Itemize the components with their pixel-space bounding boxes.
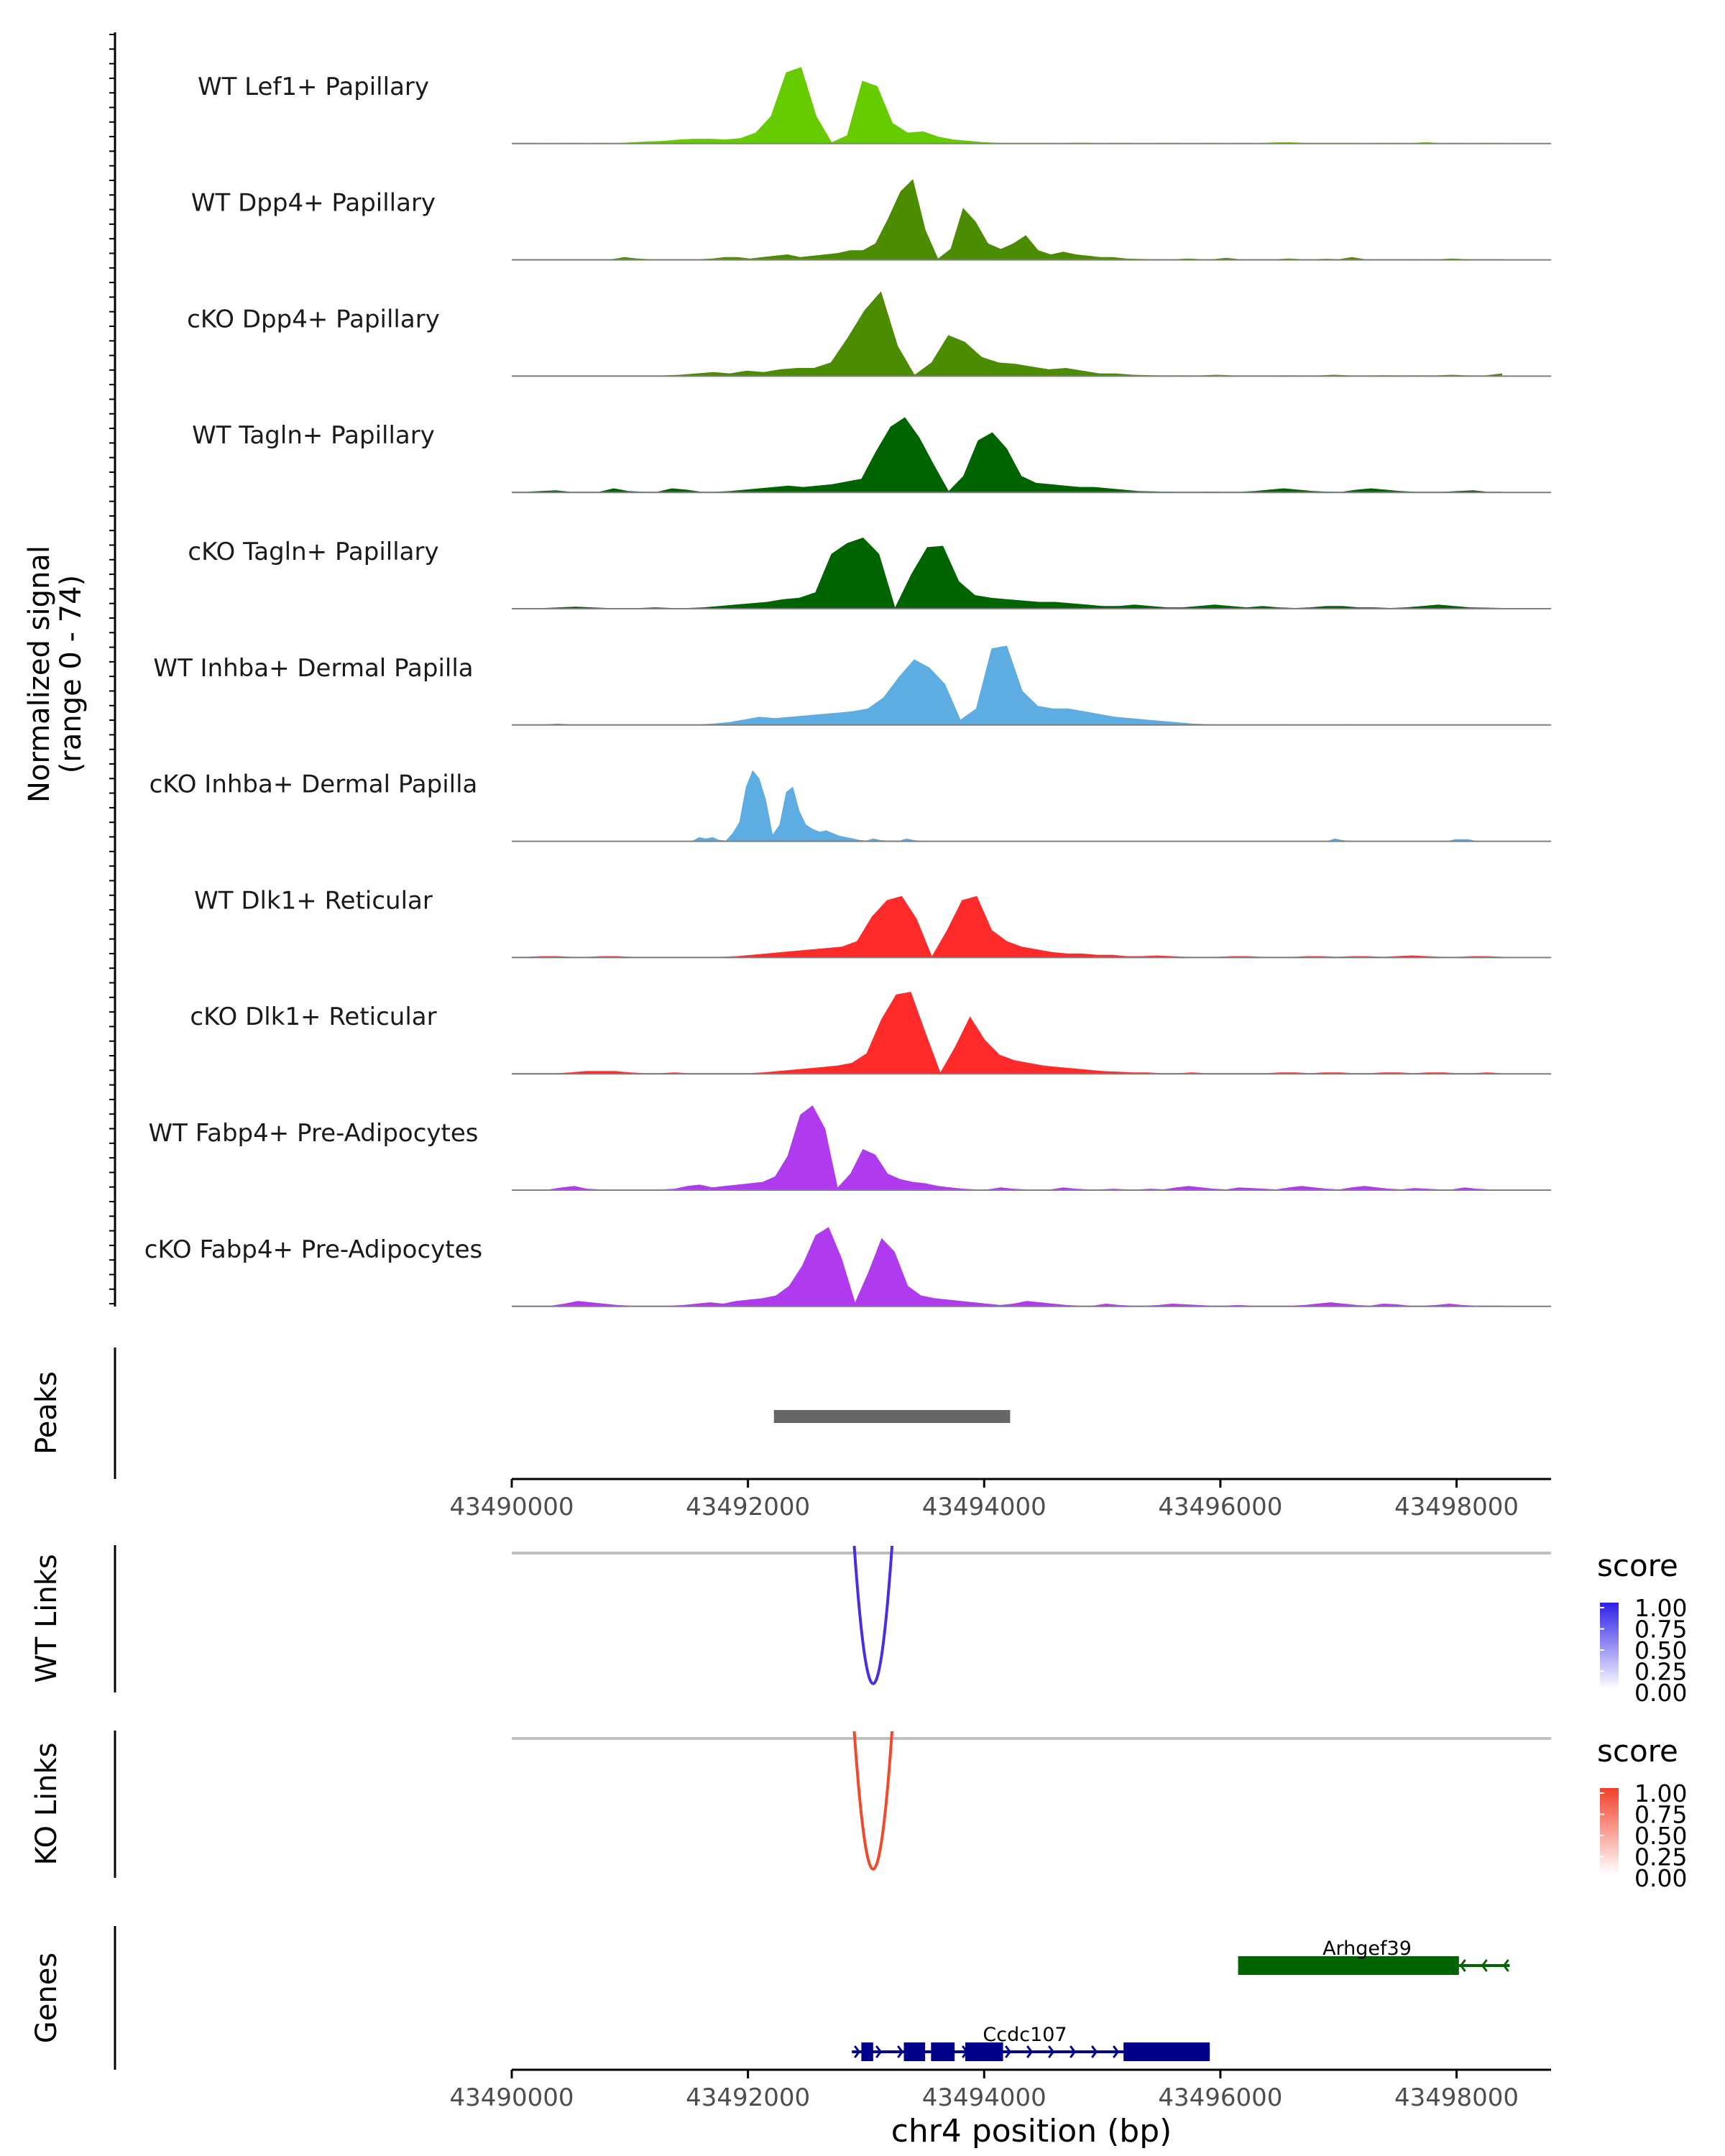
coverage-track: cKO Dpp4+ Papillary: [187, 291, 1551, 377]
strand-arrow: [1091, 2045, 1098, 2058]
gene-exon: [931, 2042, 955, 2061]
coverage-track-label: cKO Tagln+ Papillary: [188, 538, 438, 566]
genes-x-ticks: 43490000 43492000 43494000 43496000 43498000: [449, 2070, 1519, 2112]
coverage-y-label: Normalized signal (range 0 - 74): [23, 545, 88, 803]
coverage-track: WT Dlk1+ Reticular: [194, 886, 1551, 959]
gene-models: Arhgef39 Ccdc107: [852, 1938, 1510, 2061]
x-tick-label: 43494000: [922, 2083, 1046, 2112]
x-tick-label: 43490000: [449, 1493, 574, 1521]
gene-exon: [903, 2042, 926, 2061]
x-tick-label: 43492000: [686, 2083, 810, 2112]
peaks-x-ticks: 43490000 43492000 43494000 43496000 43498000: [449, 1479, 1519, 1521]
link-arc: [852, 1731, 894, 1871]
peaks-panel: Peaks 43490000 43492000 43494000 43496000 43…: [30, 1348, 1551, 1521]
strand-arrow: [1070, 2045, 1077, 2058]
links-panel-label: KO Links: [30, 1743, 63, 1866]
score-legend-tick-label: 0.50: [1634, 1636, 1687, 1664]
x-tick-label: 43498000: [1394, 1493, 1519, 1521]
gene-exon: [1238, 1956, 1459, 1975]
score-legend-tick-label: 0.25: [1634, 1843, 1687, 1871]
coverage-track-label: WT Inhba+ Dermal Papilla: [153, 654, 473, 683]
coverage-track-label: WT Fabp4+ Pre-Adipocytes: [149, 1119, 479, 1148]
x-tick-label: 43494000: [922, 1493, 1046, 1521]
coverage-track: cKO Dlk1+ Reticular: [190, 992, 1551, 1075]
peak-region: [773, 1410, 1011, 1423]
score-legend-colorbar: [1600, 1788, 1619, 1874]
strand-arrow: [1113, 2045, 1120, 2058]
coverage-track: cKO Inhba+ Dermal Papilla: [150, 770, 1551, 842]
coverage-track: WT Inhba+ Dermal Papilla: [153, 645, 1551, 726]
coverage-track-label: cKO Fabp4+ Pre-Adipocytes: [144, 1235, 483, 1264]
coverage-track: WT Lef1+ Papillary: [198, 67, 1551, 144]
x-tick-label: 43498000: [1394, 2083, 1519, 2112]
score-legend-tick-label: 0.25: [1634, 1658, 1687, 1686]
gene-name-label: Ccdc107: [983, 2024, 1067, 2046]
score-legend-tick-label: 0.00: [1634, 1679, 1687, 1707]
peak-regions: [773, 1410, 1011, 1423]
gene-exon: [1123, 2042, 1210, 2061]
coverage-track-label: cKO Dlk1+ Reticular: [190, 1003, 436, 1031]
score-legend-tick-label: 0.00: [1634, 1864, 1687, 1892]
peaks-panel-label: Peaks: [30, 1371, 63, 1455]
coverage-track: WT Tagln+ Papillary: [192, 417, 1551, 494]
coverage-area: [512, 645, 1502, 725]
genes-panel-label: Genes: [30, 1953, 63, 2043]
x-tick-label: 43490000: [449, 2083, 574, 2112]
score-legend-tick-label: 1.00: [1634, 1779, 1687, 1807]
coverage-track-label: cKO Inhba+ Dermal Papilla: [150, 770, 478, 799]
coverage-track-label: WT Dpp4+ Papillary: [191, 189, 436, 218]
gene-exon: [861, 2042, 873, 2061]
coverage-track-label: cKO Dpp4+ Papillary: [187, 305, 440, 333]
coverage-panel: Normalized signal (range 0 - 74) WT Lef1…: [23, 32, 1551, 1307]
strand-arrow: [1481, 1959, 1488, 1972]
score-legend-title: score: [1597, 1548, 1678, 1583]
coverage-area: [512, 895, 1502, 958]
score-legend-colorbar: [1600, 1603, 1619, 1689]
gene-exon: [965, 2042, 1003, 2061]
links-panel-label: WT Links: [30, 1554, 63, 1682]
coverage-y-label-line1: Normalized signal: [23, 545, 56, 803]
links-panel: KO Links score 1.000.750.500.250.00: [30, 1731, 1687, 1892]
coverage-area: [512, 417, 1502, 493]
coverage-area: [512, 770, 1502, 842]
links-panel: WT Links score 1.000.750.500.250.00: [30, 1545, 1687, 1707]
coverage-track: WT Fabp4+ Pre-Adipocytes: [149, 1105, 1551, 1191]
coverage-track-label: WT Lef1+ Papillary: [198, 73, 429, 101]
strand-arrow: [875, 2045, 883, 2058]
score-legend-tick-label: 0.75: [1634, 1801, 1687, 1829]
coverage-y-ticks: [109, 34, 115, 1305]
score-legend: score 1.000.750.500.250.00: [1597, 1548, 1687, 1707]
coverage-track-label: WT Tagln+ Papillary: [192, 421, 435, 450]
gene-model: Arhgef39: [1238, 1938, 1510, 1975]
x-tick-label: 43496000: [1158, 1493, 1282, 1521]
x-tick-label: 43492000: [686, 1493, 810, 1521]
x-axis-title: chr4 position (bp): [891, 2113, 1172, 2150]
strand-arrow: [1048, 2045, 1055, 2058]
gene-model: Ccdc107: [852, 2024, 1210, 2061]
link-arc: [852, 1545, 894, 1685]
strand-arrow: [1459, 1959, 1466, 1972]
coverage-track-label: WT Dlk1+ Reticular: [194, 886, 433, 915]
score-legend: score 1.000.750.500.250.00: [1597, 1733, 1687, 1892]
score-legend-title: score: [1597, 1733, 1678, 1769]
strand-arrow: [1502, 1959, 1509, 1972]
x-tick-label: 43496000: [1158, 2083, 1282, 2112]
coverage-y-label-line2: (range 0 - 74): [55, 575, 88, 773]
coverage-track: WT Dpp4+ Papillary: [191, 179, 1551, 261]
score-legend-tick-label: 1.00: [1634, 1594, 1687, 1622]
gene-name-label: Arhgef39: [1322, 1938, 1412, 1960]
strand-arrow: [854, 2045, 861, 2058]
strand-arrow: [1005, 2045, 1012, 2058]
coverage-track: cKO Tagln+ Papillary: [188, 538, 1551, 609]
strand-arrow: [897, 2045, 904, 2058]
score-legend-tick-label: 0.50: [1634, 1822, 1687, 1850]
coverage-tracks: WT Lef1+ Papillary WT Dpp4+ Papillary cKO …: [144, 67, 1551, 1307]
coverage-track: cKO Fabp4+ Pre-Adipocytes: [144, 1227, 1551, 1307]
score-legend-tick-label: 0.75: [1634, 1616, 1687, 1644]
strand-arrow: [1026, 2045, 1034, 2058]
